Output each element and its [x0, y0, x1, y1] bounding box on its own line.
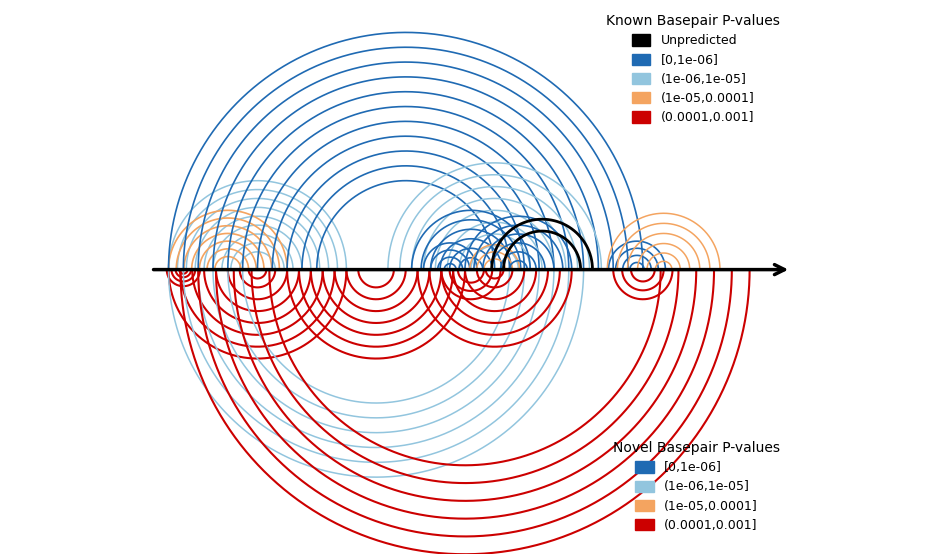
Legend: [0,1e-06], (1e-06,1e-05], (1e-05,0.0001], (0.0001,0.001]: [0,1e-06], (1e-06,1e-05], (1e-05,0.0001]… — [608, 436, 785, 537]
